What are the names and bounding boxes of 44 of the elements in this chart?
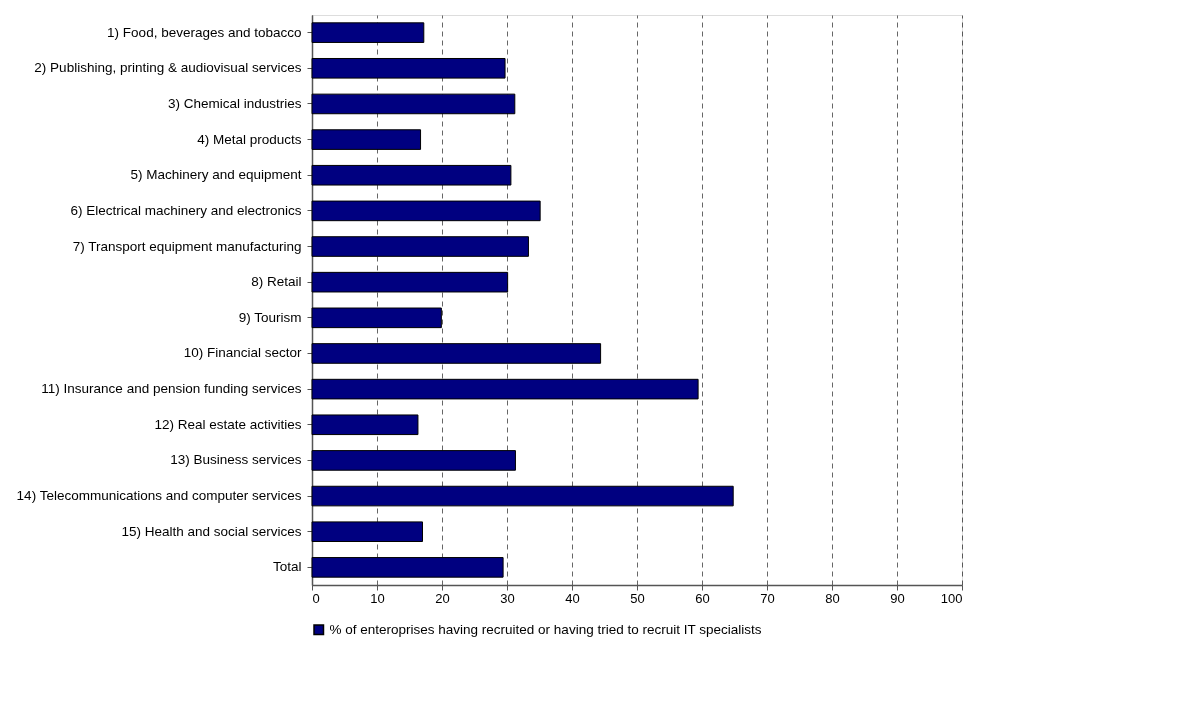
bar xyxy=(311,57,506,79)
x-tick-label: 70 xyxy=(760,590,775,606)
y-tick-label: 3) Chemical industries xyxy=(167,95,302,111)
x-tick-label: 30 xyxy=(500,590,515,606)
y-tick-label: 14) Telecommunications and computer services xyxy=(16,488,302,504)
y-tick-label: 10) Financial sector xyxy=(183,345,302,361)
bar xyxy=(311,557,504,578)
y-tick-label: 6) Electrical machinery and electronics xyxy=(70,202,302,218)
bar xyxy=(311,343,602,364)
y-tick-label: Total xyxy=(272,559,302,575)
y-tick-label: 7) Transport equipment manufacturing xyxy=(72,238,302,254)
x-tick-label: 10 xyxy=(370,590,385,606)
y-tick-label: 15) Health and social services xyxy=(121,523,302,539)
bar xyxy=(311,485,734,507)
y-tick-label: 8) Retail xyxy=(251,274,302,290)
x-tick-label: 0 xyxy=(312,590,320,606)
legend-label: % of enteroprises having recruited or having tried to recruit IT specialists xyxy=(329,621,762,637)
x-tick-label: 100 xyxy=(940,590,963,606)
y-tick-label: 2) Publishing, printing & audiovisual services xyxy=(34,60,302,76)
x-tick-label: 80 xyxy=(825,590,840,606)
bar xyxy=(311,521,423,543)
bar xyxy=(311,236,529,257)
x-tick-label: 50 xyxy=(630,590,645,606)
bar xyxy=(311,164,512,186)
bar xyxy=(311,129,422,150)
bar xyxy=(311,450,516,471)
bar xyxy=(311,307,442,329)
y-tick-label: 5) Machinery and equipment xyxy=(130,167,302,183)
x-tick-label: 60 xyxy=(695,590,710,606)
y-tick-label: 13) Business services xyxy=(170,452,302,468)
bar xyxy=(311,271,509,293)
bar xyxy=(311,378,699,400)
y-tick-label: 11) Insurance and pension funding services xyxy=(41,381,302,397)
y-tick-label: 9) Tourism xyxy=(238,309,302,325)
bar xyxy=(311,414,419,436)
y-tick-label: 1) Food, beverages and tobacco xyxy=(107,24,302,40)
y-tick-label: 12) Real estate activities xyxy=(154,416,302,432)
bar xyxy=(311,93,516,115)
bar xyxy=(311,200,541,222)
y-tick-label: 4) Metal products xyxy=(197,131,302,147)
bar xyxy=(311,22,425,43)
x-tick-label: 90 xyxy=(890,590,905,606)
x-tick-label: 40 xyxy=(565,590,580,606)
x-tick-label: 20 xyxy=(435,590,450,606)
